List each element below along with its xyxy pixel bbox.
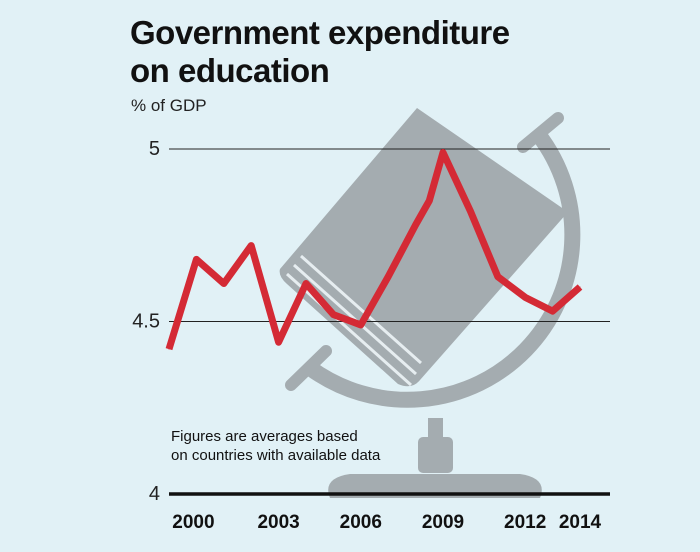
data-point <box>415 224 417 226</box>
globe-stand-neck <box>418 437 453 473</box>
y-tick-label: 4.5 <box>132 311 160 333</box>
data-point <box>428 200 430 202</box>
data-point <box>168 348 170 350</box>
chart-title: Government expenditure on education <box>130 14 510 90</box>
x-tick-label: 2006 <box>340 512 382 533</box>
x-tick-label: 2014 <box>559 512 602 533</box>
x-axis-ticks: 2000 2003 2006 2009 2012 2014 <box>172 512 601 533</box>
data-point <box>332 314 334 316</box>
meridian-bottom-cap <box>285 345 332 391</box>
data-point <box>469 210 471 212</box>
globe-stand-post <box>428 418 443 443</box>
chart-title-line-1: Government expenditure <box>130 14 510 51</box>
x-tick-label: 2000 <box>172 512 214 533</box>
data-point <box>552 310 554 312</box>
x-tick-label: 2009 <box>422 512 464 533</box>
chart-note-line-2: on countries with available data <box>171 447 381 464</box>
data-point <box>278 341 280 343</box>
chart-subtitle: % of GDP <box>131 96 207 115</box>
data-point <box>223 283 225 285</box>
x-tick-label: 2012 <box>504 512 546 533</box>
series-layer <box>165 148 583 351</box>
data-point <box>360 324 362 326</box>
book-pages <box>300 254 422 365</box>
x-tick-label: 2003 <box>257 512 299 533</box>
y-axis-ticks: 44.55 <box>132 138 160 505</box>
data-point <box>497 276 499 278</box>
globe-book-illustration <box>279 108 581 498</box>
chart-note: Figures are averages based on countries … <box>171 427 380 465</box>
y-tick-label: 4 <box>149 483 160 505</box>
data-point <box>442 151 444 153</box>
data-point <box>305 283 307 285</box>
globe-meridian-arc <box>305 129 581 408</box>
data-point <box>579 286 581 288</box>
chart-note-line-1: Figures are averages based <box>171 428 358 445</box>
data-point <box>195 258 197 260</box>
chart-title-line-2: on education <box>130 52 330 89</box>
globe-stand-base <box>328 474 542 498</box>
y-tick-label: 5 <box>149 138 160 160</box>
data-point <box>524 296 526 298</box>
data-point <box>387 276 389 278</box>
data-point <box>250 245 252 247</box>
gridlines <box>169 148 610 496</box>
book-pages <box>285 272 413 387</box>
meridian-top-cap <box>517 112 564 153</box>
